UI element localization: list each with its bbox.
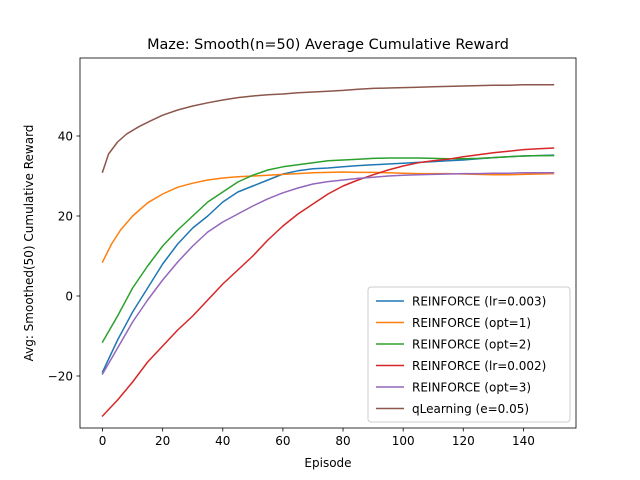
legend-entry: REINFORCE (lr=0.002): [412, 359, 546, 373]
x-tick-label: 120: [452, 434, 475, 448]
legend-entry: REINFORCE (opt=3): [412, 380, 531, 394]
x-tick-label: 140: [512, 434, 535, 448]
legend-entry: REINFORCE (opt=1): [412, 316, 531, 330]
y-tick-label: −20: [48, 369, 73, 383]
series-line-3: [101, 154, 555, 344]
x-tick-label: 80: [335, 434, 350, 448]
series-line-4: [101, 147, 555, 418]
x-axis: 0 20 40 60 80 100 120 140: [99, 428, 535, 448]
axes-frame: [79, 57, 577, 429]
chart-title: Maze: Smooth(n=50) Average Cumulative Re…: [147, 37, 509, 53]
y-tick-label: 0: [65, 289, 73, 303]
y-axis-label: Avg: Smoothed(50) Cumulative Reward: [22, 125, 36, 362]
legend: REINFORCE (lr=0.003) REINFORCE (opt=1) REI…: [367, 286, 571, 423]
y-axis: −20 0 20 40: [48, 129, 80, 383]
x-tick-label: 100: [392, 434, 415, 448]
legend-entry: qLearning (e=0.05): [412, 402, 529, 416]
x-axis-label: Episode: [304, 456, 351, 470]
series-line-5: [101, 172, 555, 376]
x-tick-label: 40: [215, 434, 230, 448]
x-tick-label: 60: [275, 434, 290, 448]
y-tick-label: 20: [58, 209, 73, 223]
series-layer: [101, 84, 555, 418]
legend-entry: REINFORCE (opt=2): [412, 337, 531, 351]
x-tick-label: 0: [99, 434, 107, 448]
legend-entry: REINFORCE (lr=0.003): [412, 294, 546, 308]
y-tick-label: 40: [58, 129, 73, 143]
x-tick-label: 20: [155, 434, 170, 448]
series-line-6: [101, 84, 555, 173]
legend-box: [367, 286, 571, 423]
